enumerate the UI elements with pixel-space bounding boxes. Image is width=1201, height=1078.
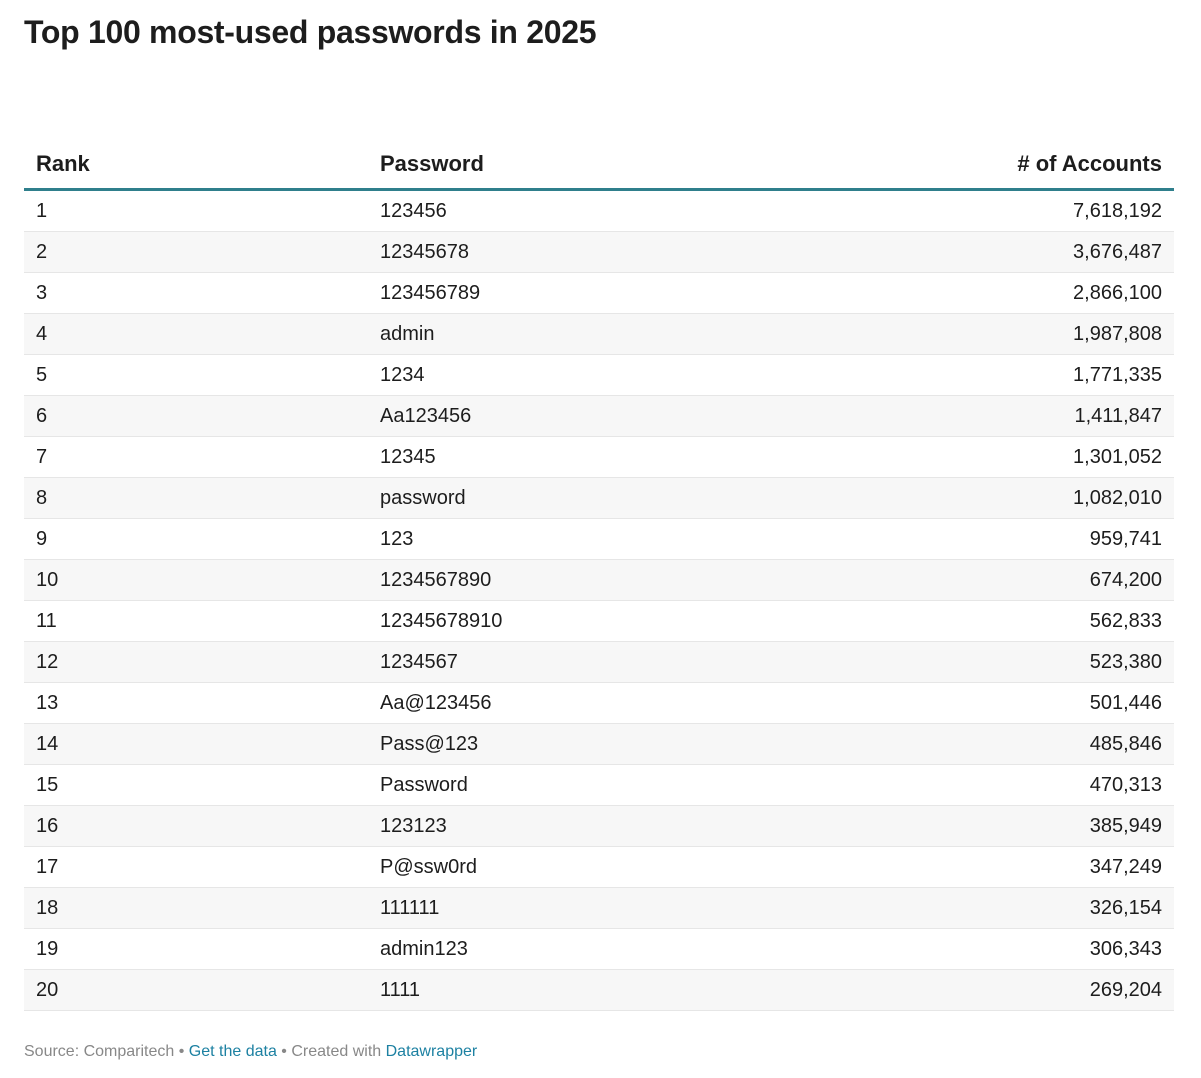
accounts-cell: 385,949 — [742, 805, 1174, 847]
rank-cell: 8 — [24, 477, 368, 519]
rank-cell: 5 — [24, 354, 368, 396]
table-row: 19 admin123 306,343 — [24, 928, 1174, 970]
table-row: 4 admin 1,987,808 — [24, 313, 1174, 355]
rank-cell: 15 — [24, 764, 368, 806]
accounts-cell: 1,771,335 — [742, 354, 1174, 396]
rank-cell: 11 — [24, 600, 368, 642]
footer: Source: Comparitech • Get the data • Cre… — [24, 1043, 477, 1061]
password-cell: Aa@123456 — [368, 682, 743, 724]
accounts-cell: 959,741 — [742, 518, 1174, 560]
table-row: 17 P@ssw0rd 347,249 — [24, 846, 1174, 888]
password-cell: 1234567 — [368, 641, 743, 683]
created-with-text: • Created with — [276, 1043, 386, 1060]
table-row: 12 1234567 523,380 — [24, 641, 1174, 683]
table-row: 16 123123 385,949 — [24, 805, 1174, 847]
rank-cell: 20 — [24, 969, 368, 1011]
table-row: 8 password 1,082,010 — [24, 477, 1174, 519]
accounts-cell: 7,618,192 — [742, 189, 1174, 232]
password-cell: 12345 — [368, 436, 743, 478]
rank-cell: 10 — [24, 559, 368, 601]
accounts-cell: 1,411,847 — [742, 395, 1174, 437]
chart-title: Top 100 most-used passwords in 2025 — [24, 14, 597, 50]
password-cell: 12345678910 — [368, 600, 743, 642]
rank-cell: 12 — [24, 641, 368, 683]
accounts-cell: 3,676,487 — [742, 231, 1174, 273]
table-row: 3 123456789 2,866,100 — [24, 272, 1174, 314]
rank-cell: 19 — [24, 928, 368, 970]
table-row: 5 1234 1,771,335 — [24, 354, 1174, 396]
accounts-cell: 2,866,100 — [742, 272, 1174, 314]
rank-cell: 7 — [24, 436, 368, 478]
accounts-cell: 1,987,808 — [742, 313, 1174, 355]
password-cell: 1111 — [368, 969, 743, 1011]
accounts-cell: 269,204 — [742, 969, 1174, 1011]
rank-cell: 16 — [24, 805, 368, 847]
password-cell: admin — [368, 313, 743, 355]
accounts-cell: 470,313 — [742, 764, 1174, 806]
accounts-cell: 674,200 — [742, 559, 1174, 601]
password-table: Rank Password # of Accounts 1 123456 7,618… — [24, 140, 1174, 1011]
rank-cell: 6 — [24, 395, 368, 437]
datawrapper-link[interactable]: Datawrapper — [385, 1043, 478, 1060]
column-header-accounts[interactable]: # of Accounts — [742, 140, 1174, 191]
password-cell: 111111 — [368, 887, 743, 929]
rank-cell: 14 — [24, 723, 368, 765]
accounts-cell: 1,301,052 — [742, 436, 1174, 478]
rank-cell: 4 — [24, 313, 368, 355]
column-header-rank[interactable]: Rank — [24, 140, 368, 191]
rank-cell: 18 — [24, 887, 368, 929]
table-row: 14 Pass@123 485,846 — [24, 723, 1174, 765]
accounts-cell: 501,446 — [742, 682, 1174, 724]
separator: • — [174, 1043, 189, 1060]
table-row: 9 123 959,741 — [24, 518, 1174, 560]
rank-cell: 13 — [24, 682, 368, 724]
source-text: Source: Comparitech — [24, 1043, 175, 1060]
password-cell: Aa123456 — [368, 395, 743, 437]
table-row: 18 111111 326,154 — [24, 887, 1174, 929]
rank-cell: 17 — [24, 846, 368, 888]
rank-cell: 2 — [24, 231, 368, 273]
table-row: 13 Aa@123456 501,446 — [24, 682, 1174, 724]
rank-cell: 3 — [24, 272, 368, 314]
accounts-cell: 1,082,010 — [742, 477, 1174, 519]
password-cell: 123456789 — [368, 272, 743, 314]
accounts-cell: 347,249 — [742, 846, 1174, 888]
get-the-data-link[interactable]: Get the data — [188, 1043, 277, 1060]
table-row: 15 Password 470,313 — [24, 764, 1174, 806]
password-cell: 123123 — [368, 805, 743, 847]
password-cell: 12345678 — [368, 231, 743, 273]
password-cell: Pass@123 — [368, 723, 743, 765]
accounts-cell: 523,380 — [742, 641, 1174, 683]
accounts-cell: 306,343 — [742, 928, 1174, 970]
accounts-cell: 326,154 — [742, 887, 1174, 929]
accounts-cell: 562,833 — [742, 600, 1174, 642]
table-row: 7 12345 1,301,052 — [24, 436, 1174, 478]
password-cell: password — [368, 477, 743, 519]
password-cell: Password — [368, 764, 743, 806]
table-header-row: Rank Password # of Accounts — [24, 140, 1174, 191]
rank-cell: 1 — [24, 189, 368, 232]
column-header-password[interactable]: Password — [368, 140, 743, 191]
table-row: 11 12345678910 562,833 — [24, 600, 1174, 642]
password-cell: 1234567890 — [368, 559, 743, 601]
password-cell: 123 — [368, 518, 743, 560]
table-row: 6 Aa123456 1,411,847 — [24, 395, 1174, 437]
password-cell: 123456 — [368, 189, 743, 232]
rank-cell: 9 — [24, 518, 368, 560]
table-row: 1 123456 7,618,192 — [24, 189, 1174, 232]
accounts-cell: 485,846 — [742, 723, 1174, 765]
password-cell: 1234 — [368, 354, 743, 396]
table-row: 20 1111 269,204 — [24, 969, 1174, 1011]
table-row: 10 1234567890 674,200 — [24, 559, 1174, 601]
password-cell: admin123 — [368, 928, 743, 970]
password-cell: P@ssw0rd — [368, 846, 743, 888]
table-row: 2 12345678 3,676,487 — [24, 231, 1174, 273]
